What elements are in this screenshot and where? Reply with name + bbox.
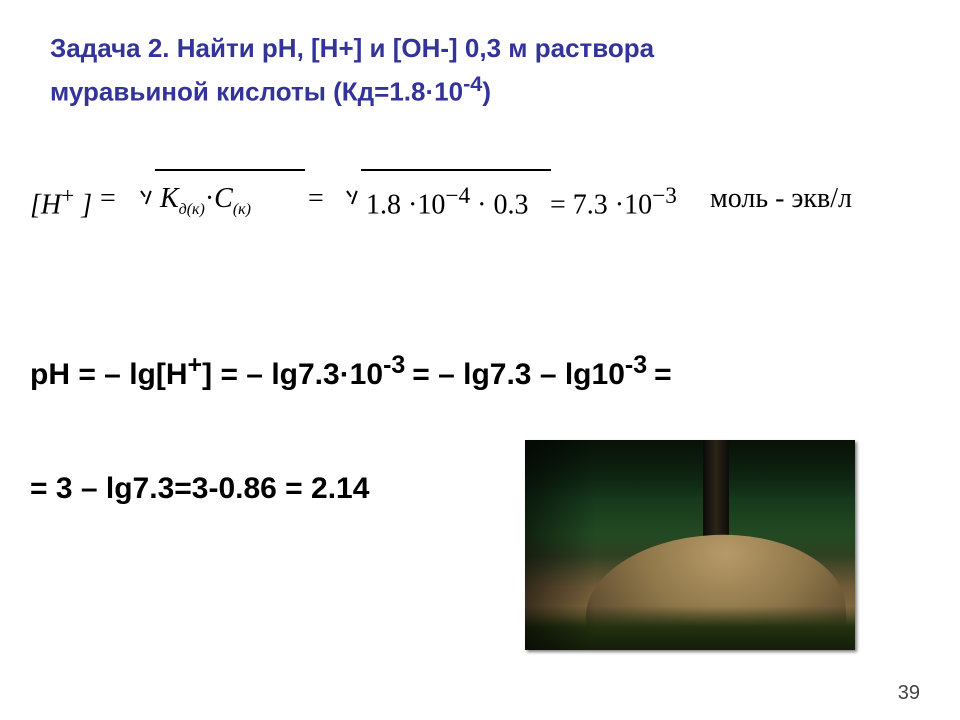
- eq-lhs-open: [H: [30, 189, 61, 220]
- eq-C: С: [214, 183, 233, 214]
- eq-equals-2: =: [308, 183, 324, 215]
- ph-1b: ] = – lg7.3·10: [202, 358, 383, 391]
- ph-1c: = – lg7.3 – lg10: [412, 358, 625, 391]
- ph-1a: pH = – lg[H: [30, 358, 188, 391]
- title-line1: Задача 2. Найти рН, [Н+] и [ОН-] 0,3 м р…: [50, 33, 654, 63]
- page-number: 39: [898, 682, 920, 705]
- eq-Kd-sub: д(к): [179, 201, 205, 218]
- h-concentration-equation: [H+ ] = Кд(к)·С(к) = 1.8 ·10−4 · 0.3 = 7…: [30, 165, 930, 245]
- title-sup: -4: [463, 71, 482, 96]
- eq-Kd: К: [160, 183, 179, 214]
- eq-lhs-close: ]: [74, 189, 92, 220]
- eq-unit: моль - экв/л: [710, 183, 852, 215]
- title-line2-end: ): [482, 76, 491, 106]
- eq-dot1: ·: [205, 183, 214, 214]
- ph-line1: pH = – lg[H+] = – lg7.3·10-3 = – lg7.3 –…: [30, 358, 672, 391]
- slide-container: Задача 2. Найти рН, [Н+] и [ОН-] 0,3 м р…: [0, 0, 960, 720]
- ph-1b-sup: -3: [383, 351, 412, 379]
- eq-rad2b: · 0.3: [470, 189, 528, 220]
- ph-1d: =: [654, 358, 672, 391]
- title-line2: муравьиной кислоты (Кд=1.8·10: [50, 76, 463, 106]
- eq-equals-1: =: [100, 183, 116, 215]
- photo-tree-trunk: [703, 440, 729, 545]
- ph-1a-sup: +: [188, 351, 203, 379]
- ph-1c-sup: -3: [625, 351, 654, 379]
- anthill-photo: [525, 440, 855, 650]
- eq-rad2: 1.8 ·10: [366, 189, 445, 220]
- photo-shade-left: [525, 440, 595, 650]
- eq-rhs-sup: −3: [652, 183, 677, 209]
- eq-rad2-sup: −4: [445, 183, 470, 209]
- eq-C-sub: (к): [233, 201, 251, 218]
- problem-title: Задача 2. Найти рН, [Н+] и [ОН-] 0,3 м р…: [50, 30, 910, 111]
- eq-rhs-val: = 7.3 ·10: [550, 189, 652, 220]
- eq-lhs-sup: +: [61, 183, 74, 209]
